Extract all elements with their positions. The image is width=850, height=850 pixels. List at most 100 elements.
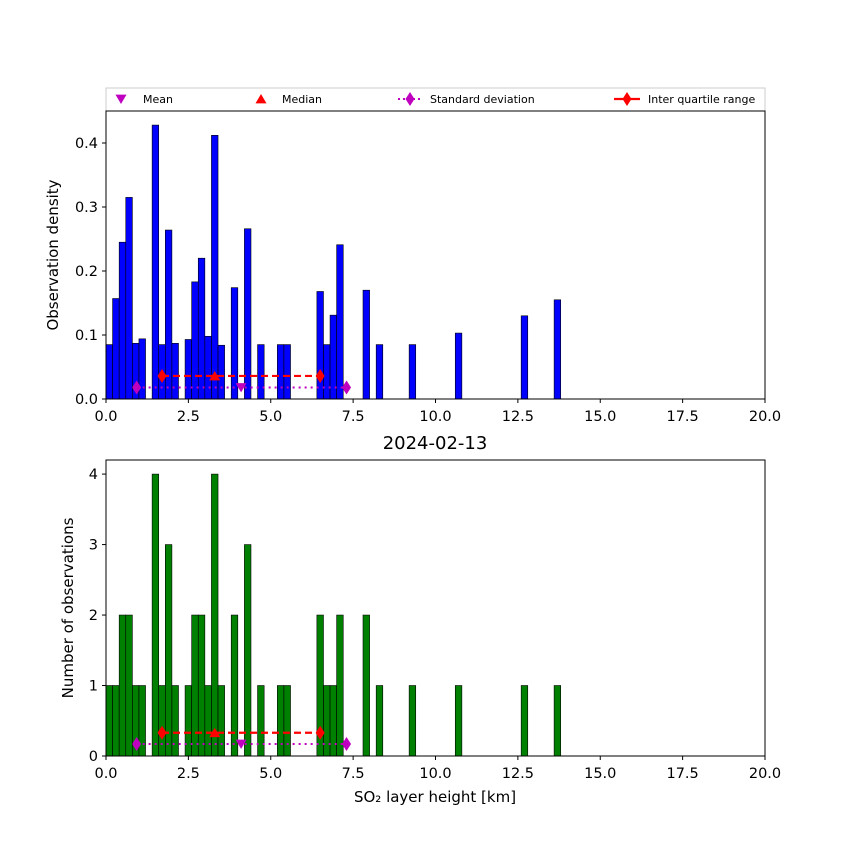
bottom-bar-14 [211,473,219,757]
bottom-bar-0 [105,685,113,757]
top-ytick-label-4: 0.4 [75,136,98,152]
top-iqr-marker-1 [315,368,325,383]
bottom-bar-13 [204,685,212,757]
top-mean-marker [235,383,247,393]
bottom-xtick-label-0: 0.0 [94,766,117,782]
bottom-bar-25 [362,614,370,757]
top-xtick-label-1: 2.5 [177,409,200,425]
density-histogram-panel: 0.0 2.5 5.0 7.5 10.0 12.5 15.0 17.5 20.0 0.0 0.1 0… [44,110,781,425]
top-bar-10 [184,339,192,400]
bottom-bar-28 [454,685,463,757]
legend-label-iqr: Inter quartile range [648,93,755,106]
bottom-xtick-label-4: 10.0 [419,766,451,782]
bottom-bar-10 [184,685,192,757]
top-xtick-label-5: 12.5 [502,409,534,425]
bottom-ytick-label-2: 2 [89,608,98,624]
top-bar-29 [520,315,529,400]
top-bar-6 [151,124,160,400]
top-bar-24 [336,244,344,400]
top-median-marker [209,371,221,381]
top-bar-26 [375,344,384,400]
top-xtick-label-0: 0.0 [94,409,117,425]
bottom-xtick-label-6: 15.0 [584,766,616,782]
bottom-bar-23 [329,685,337,757]
top-bar-9 [171,343,179,400]
bottom-ytick-label-3: 3 [89,538,98,554]
top-y-axis-label: Observation density [44,179,62,330]
top-bar-25 [362,289,370,400]
top-bar-8 [165,229,173,400]
top-ytick-label-1: 0.1 [75,328,98,344]
bottom-bar-22 [323,685,331,757]
top-bar-2 [118,241,127,400]
bottom-bar-11 [191,614,199,757]
x-axis-label: SO₂ layer height [km] [354,788,516,806]
bottom-bar-7 [158,685,166,757]
legend-label-std: Standard deviation [430,93,535,106]
bottom-bar-9 [171,685,179,757]
top-bar-27 [408,344,417,400]
bottom-bar-19 [277,685,285,757]
bottom-bar-1 [112,685,120,757]
bottom-std-marker-1 [342,737,352,752]
bottom-iqr-marker-0 [157,725,167,740]
top-bar-14 [211,135,219,400]
bottom-bar-30 [553,685,562,757]
bottom-iqr-marker-1 [315,725,325,740]
bottom-xtick-label-1: 2.5 [177,766,200,782]
bottom-std-marker-0 [132,737,142,752]
top-bar-11 [191,281,199,400]
top-ytick-label-0: 0.0 [75,392,98,408]
top-bar-13 [204,335,212,400]
bottom-xtick-label-8: 20.0 [749,766,781,782]
bottom-bar-8 [165,544,173,757]
bottom-bar-18 [257,685,265,757]
bottom-bar-24 [336,614,344,757]
legend-label-median: Median [282,93,322,106]
top-std-marker-1 [342,380,352,395]
top-bar-0 [105,344,113,400]
top-bar-17 [244,228,252,400]
top-xtick-label-2: 5.0 [259,409,282,425]
top-bar-16 [230,287,239,400]
bottom-bar-16 [230,614,239,757]
bottom-xtick-label-3: 7.5 [342,766,365,782]
bottom-ytick-label-0: 0 [89,749,98,765]
bottom-median-marker [209,727,221,738]
bottom-bar-2 [118,614,127,757]
top-bar-1 [112,298,120,400]
top-bar-5 [138,338,146,400]
top-bar-18 [257,344,265,400]
bottom-y-axis-label: Number of observations [59,517,77,698]
bottom-bar-6 [151,473,160,757]
top-bar-12 [197,257,206,400]
top-xtick-label-8: 20.0 [749,409,781,425]
top-ytick-label-3: 0.3 [75,200,98,216]
top-bar-23 [329,314,337,400]
top-bar-28 [454,332,463,400]
count-histogram-panel: 2024-02-13 0.0 2.5 5.0 7.5 10.0 12.5 15.0 17.5 2… [59,433,781,806]
legend-label-mean: Mean [143,93,173,106]
top-bar-19 [277,344,285,400]
top-xtick-label-3: 7.5 [342,409,365,425]
bottom-bar-3 [125,614,133,757]
top-bar-15 [217,344,225,400]
bottom-mean-marker [235,739,247,749]
bottom-bar-26 [375,685,384,757]
chart-title: 2024-02-13 [383,433,488,454]
bottom-bar-29 [520,685,529,757]
legend-mean-icon [115,94,127,104]
top-xtick-label-4: 10.0 [419,409,451,425]
top-bar-22 [323,344,331,400]
bottom-bar-27 [408,685,417,757]
top-xtick-label-6: 15.0 [584,409,616,425]
bottom-bar-12 [197,614,206,757]
bottom-bar-15 [217,685,225,757]
legend: Mean Median Standard deviation Inter qua… [105,87,766,112]
bottom-bar-17 [244,544,252,757]
top-xtick-label-7: 17.5 [666,409,698,425]
top-std-marker-0 [132,380,142,395]
legend-median-icon [255,94,267,104]
bottom-bar-20 [283,685,291,757]
